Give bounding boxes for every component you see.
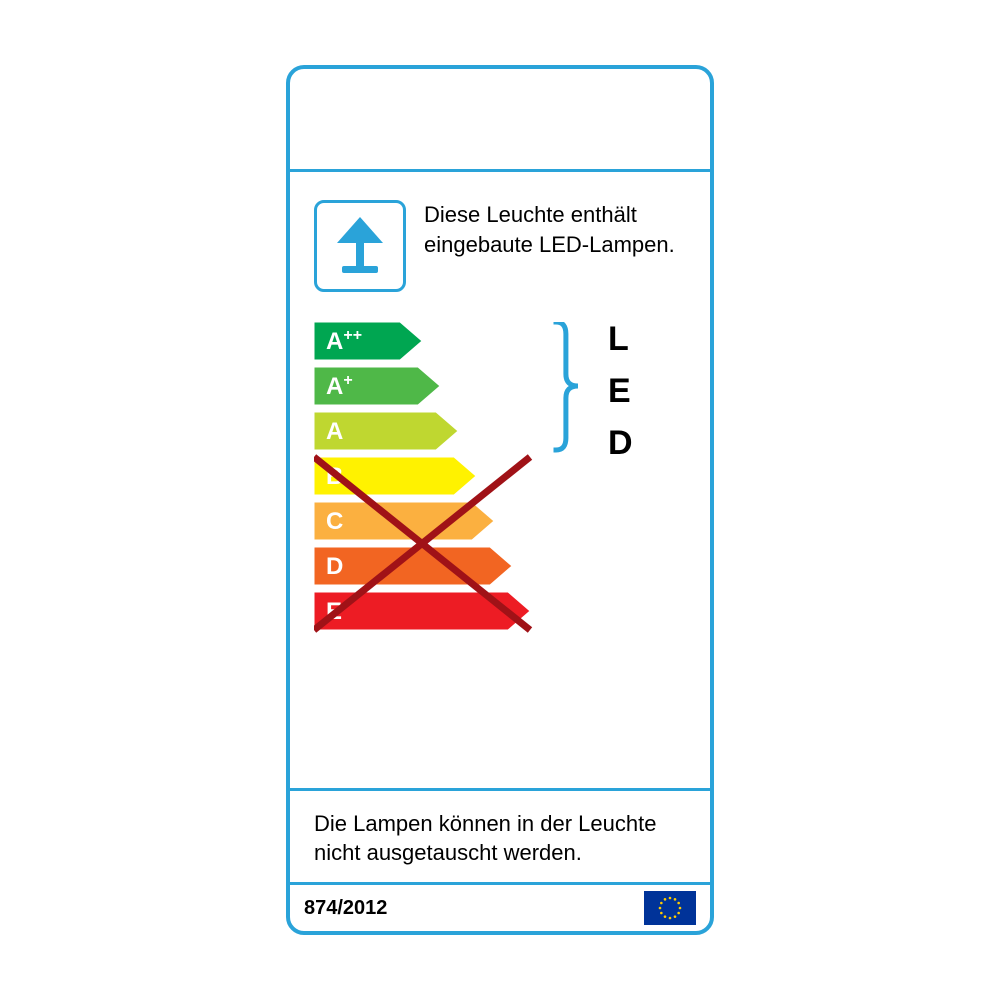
eu-flag-icon — [644, 891, 696, 925]
bracket — [556, 322, 578, 450]
energy-class-chart: A++A+ABCDELED — [314, 322, 694, 640]
energy-label: Diese Leuchte enthält eingebaute LED-Lam… — [286, 65, 714, 935]
energy-class-bar — [314, 592, 530, 630]
info-section: Diese Leuchte enthält eingebaute LED-Lam… — [290, 172, 710, 312]
bottom-text: Die Lampen können in der Leuchte nicht a… — [290, 788, 710, 882]
lamp-icon — [325, 211, 395, 281]
info-text: Diese Leuchte enthält eingebaute LED-Lam… — [424, 200, 686, 259]
header-section — [290, 69, 710, 172]
regulation-number: 874/2012 — [304, 897, 387, 920]
bracket-label: LED — [608, 322, 633, 462]
energy-class-label: D — [326, 553, 343, 580]
energy-class-label: A — [326, 418, 343, 445]
chart-section: A++A+ABCDELED — [290, 312, 710, 788]
footer-section: 874/2012 — [290, 882, 710, 931]
energy-class-label: C — [326, 508, 343, 535]
lamp-icon-box — [314, 200, 406, 292]
